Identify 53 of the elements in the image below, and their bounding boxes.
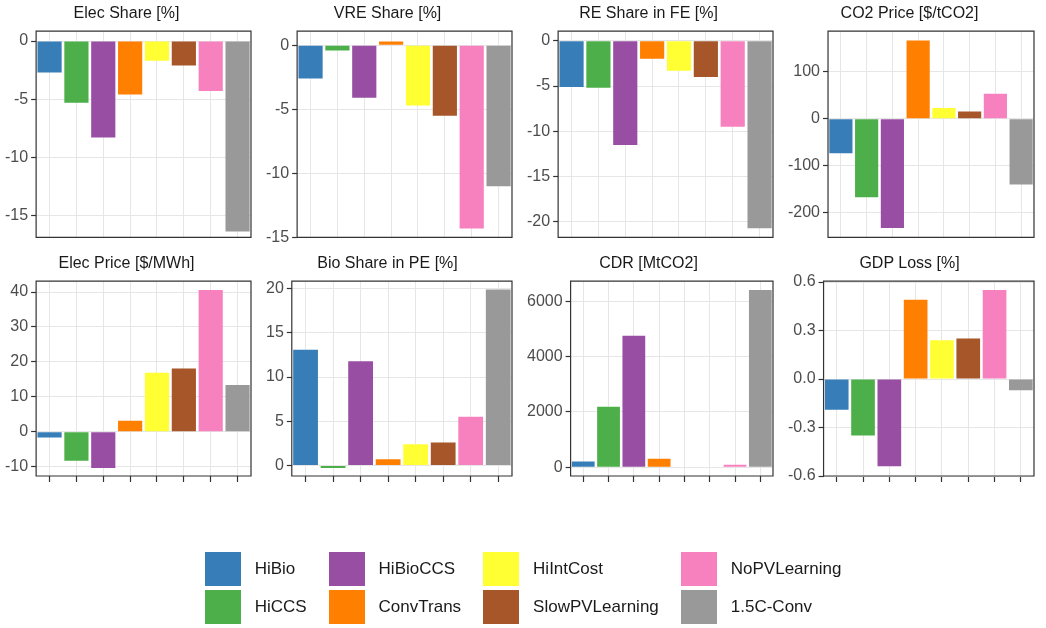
y-tick-label: 0.6 — [793, 272, 816, 290]
y-tick-label: 10 — [266, 367, 284, 385]
y-tick-label: 15 — [266, 323, 284, 341]
y-tick-label: 6000 — [527, 291, 563, 309]
legend-label: HiCCS — [254, 597, 307, 617]
y-tick-label: -10 — [266, 163, 290, 181]
y-tick-label: -100 — [787, 155, 821, 173]
y-tick-label: 10 — [10, 387, 29, 405]
y-tick-label: -5 — [535, 76, 551, 94]
y-tick-label: 0 — [19, 422, 29, 440]
y-tick-label: 30 — [10, 317, 29, 335]
chart-title: GDP Loss [%] — [859, 254, 960, 272]
legend-label: NoPVLearning — [730, 559, 842, 579]
chart-title: RE Share in FE [%] — [579, 4, 718, 22]
y-tick-label: 0 — [553, 457, 563, 475]
y-tick-label: 40 — [10, 282, 29, 300]
y-tick-label: 20 — [10, 352, 29, 370]
chart-title: Elec Price [$/MWh] — [58, 254, 195, 272]
y-tick-label: -15 — [266, 227, 290, 245]
chart-title: CDR [MtCO2] — [599, 254, 698, 272]
y-tick-label: 0 — [274, 455, 284, 473]
y-tick-label: 5 — [274, 411, 284, 429]
chart-title: Elec Share [%] — [73, 4, 180, 22]
y-tick-label: -20 — [527, 212, 551, 230]
chart-title: Bio Share in PE [%] — [317, 254, 458, 272]
y-tick-label: 0.3 — [793, 320, 816, 338]
y-tick-label: 2000 — [527, 402, 563, 420]
y-tick-label: -0.6 — [787, 466, 816, 484]
legend-label: SlowPVLearning — [533, 597, 659, 617]
y-tick-label: -15 — [5, 205, 29, 223]
y-tick-label: 0.0 — [793, 369, 816, 387]
legend-label: HiBio — [254, 559, 296, 579]
y-tick-label: -5 — [274, 99, 290, 117]
y-tick-label: -200 — [787, 202, 821, 220]
y-tick-label: 100 — [793, 62, 821, 80]
y-tick-label: -10 — [527, 121, 551, 139]
y-tick-label: 0 — [811, 109, 821, 127]
y-tick-label: -5 — [13, 89, 29, 107]
y-tick-label: 4000 — [527, 346, 563, 364]
legend-label: HiBioCCS — [378, 559, 456, 579]
y-tick-label: -10 — [5, 147, 29, 165]
y-tick-label: 20 — [266, 279, 284, 297]
y-tick-label: 0 — [541, 31, 551, 49]
y-tick-label: -0.3 — [787, 417, 816, 435]
chart-title: CO2 Price [$/tCO2] — [840, 4, 979, 22]
legend-label: HiIntCost — [533, 559, 604, 579]
y-tick-label: 0 — [280, 35, 290, 53]
y-tick-label: -15 — [527, 167, 551, 185]
y-tick-label: -10 — [5, 456, 29, 474]
chart-title: VRE Share [%] — [333, 4, 442, 22]
legend-label: 1.5C-Conv — [730, 597, 813, 617]
legend-label: ConvTrans — [378, 597, 462, 617]
y-tick-label: 0 — [19, 31, 29, 49]
